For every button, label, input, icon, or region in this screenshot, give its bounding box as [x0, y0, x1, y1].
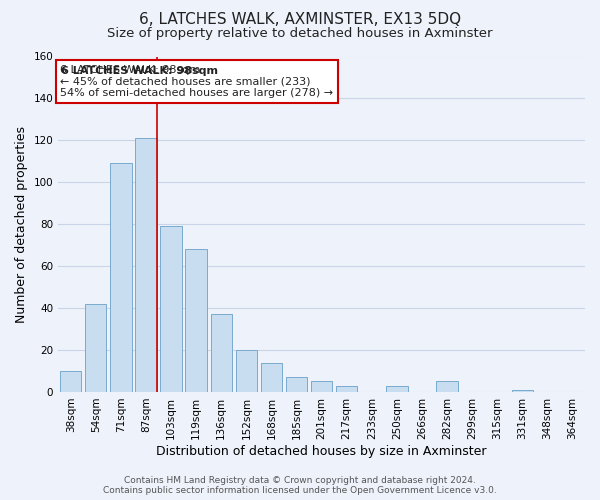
- Bar: [236, 350, 257, 392]
- Bar: [261, 362, 282, 392]
- Bar: [160, 226, 182, 392]
- Bar: [85, 304, 106, 392]
- Bar: [185, 250, 207, 392]
- Text: Contains public sector information licensed under the Open Government Licence v3: Contains public sector information licen…: [103, 486, 497, 495]
- Bar: [286, 378, 307, 392]
- Text: 6 LATCHES WALK: 98sqm: 6 LATCHES WALK: 98sqm: [61, 66, 218, 76]
- Bar: [386, 386, 407, 392]
- Bar: [311, 382, 332, 392]
- Bar: [60, 371, 82, 392]
- Bar: [211, 314, 232, 392]
- Bar: [336, 386, 358, 392]
- Text: 6, LATCHES WALK, AXMINSTER, EX13 5DQ: 6, LATCHES WALK, AXMINSTER, EX13 5DQ: [139, 12, 461, 28]
- Text: Contains HM Land Registry data © Crown copyright and database right 2024.: Contains HM Land Registry data © Crown c…: [124, 476, 476, 485]
- Text: 6 LATCHES WALK: 98sqm
← 45% of detached houses are smaller (233)
54% of semi-det: 6 LATCHES WALK: 98sqm ← 45% of detached …: [60, 65, 333, 98]
- Bar: [436, 382, 458, 392]
- Bar: [136, 138, 157, 392]
- Bar: [110, 164, 131, 392]
- Text: Size of property relative to detached houses in Axminster: Size of property relative to detached ho…: [107, 28, 493, 40]
- Y-axis label: Number of detached properties: Number of detached properties: [15, 126, 28, 322]
- X-axis label: Distribution of detached houses by size in Axminster: Distribution of detached houses by size …: [157, 444, 487, 458]
- Bar: [512, 390, 533, 392]
